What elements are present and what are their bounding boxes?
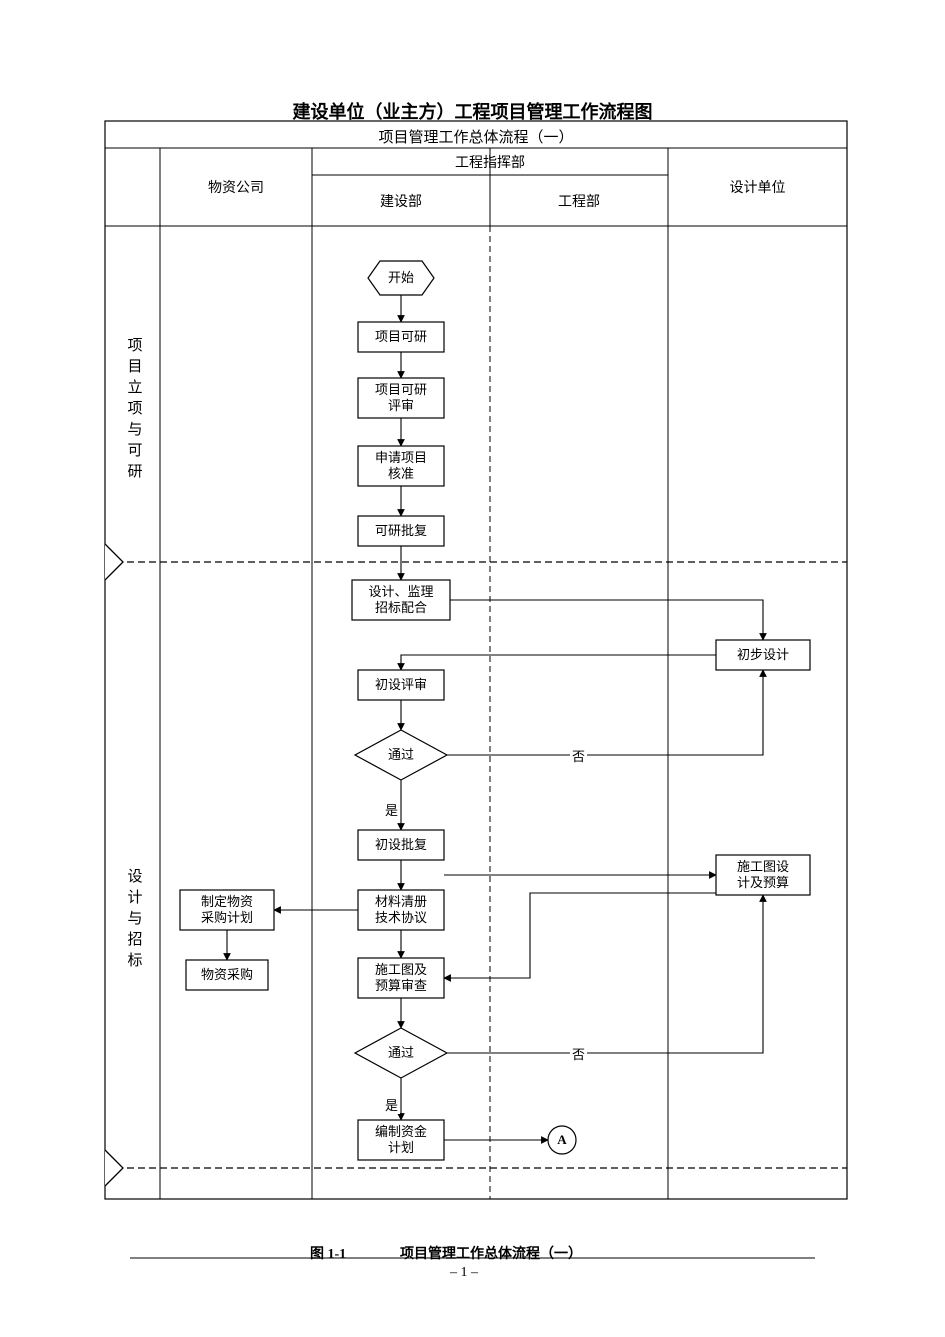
flowchart-node: 项目可研 评审 <box>358 378 444 418</box>
flowchart-node: 编制资金 计划 <box>358 1120 444 1160</box>
flowchart-node: 可研批复 <box>358 516 444 546</box>
swimlane-header: 设计单位 <box>668 148 847 226</box>
phase-label: 设计与招标 <box>122 810 146 1030</box>
flowchart-node: 物资采购 <box>186 960 268 990</box>
phase-label: 项目立项与可研 <box>122 300 146 520</box>
page: 建设单位（业主方）工程项目管理工作流程图 项目管理工作总体流程（一） 工程指挥部… <box>0 0 945 1337</box>
page-number: – 1 – <box>450 1265 478 1281</box>
flowchart-node: 施工图及 预算审查 <box>358 958 444 998</box>
flowchart-node: 通过 <box>355 1028 447 1078</box>
sub-title: 项目管理工作总体流程（一） <box>105 124 847 148</box>
flowchart-node: 初设批复 <box>358 830 444 860</box>
swimlane-header: 物资公司 <box>160 148 312 226</box>
flowchart-node: 设计、监理 招标配合 <box>352 580 450 620</box>
flowchart-node: 开始 <box>368 261 434 295</box>
edge-label: 否 <box>570 1044 587 1063</box>
flowchart-node: 初设评审 <box>358 670 444 700</box>
flowchart-node: A <box>548 1126 576 1154</box>
swimlane-header: 工程指挥部 <box>312 148 668 175</box>
swimlane-header: 工程部 <box>490 175 668 226</box>
flowchart-node: 材料清册 技术协议 <box>358 890 444 930</box>
edge-label: 否 <box>570 746 587 765</box>
flowchart-node: 项目可研 <box>358 322 444 352</box>
flowchart-node: 制定物资 采购计划 <box>180 890 274 930</box>
edge-label: 是 <box>383 800 400 819</box>
caption-label: 图 1-1 <box>310 1243 346 1263</box>
caption-text: 项目管理工作总体流程（一） <box>400 1243 582 1263</box>
flowchart-node: 初步设计 <box>716 640 810 670</box>
flowchart-node: 施工图设 计及预算 <box>716 855 810 895</box>
flowchart-node: 申请项目 核准 <box>358 446 444 486</box>
swimlane-header: 建设部 <box>312 175 490 226</box>
edge-label: 是 <box>383 1095 400 1114</box>
flowchart-node: 通过 <box>355 730 447 780</box>
